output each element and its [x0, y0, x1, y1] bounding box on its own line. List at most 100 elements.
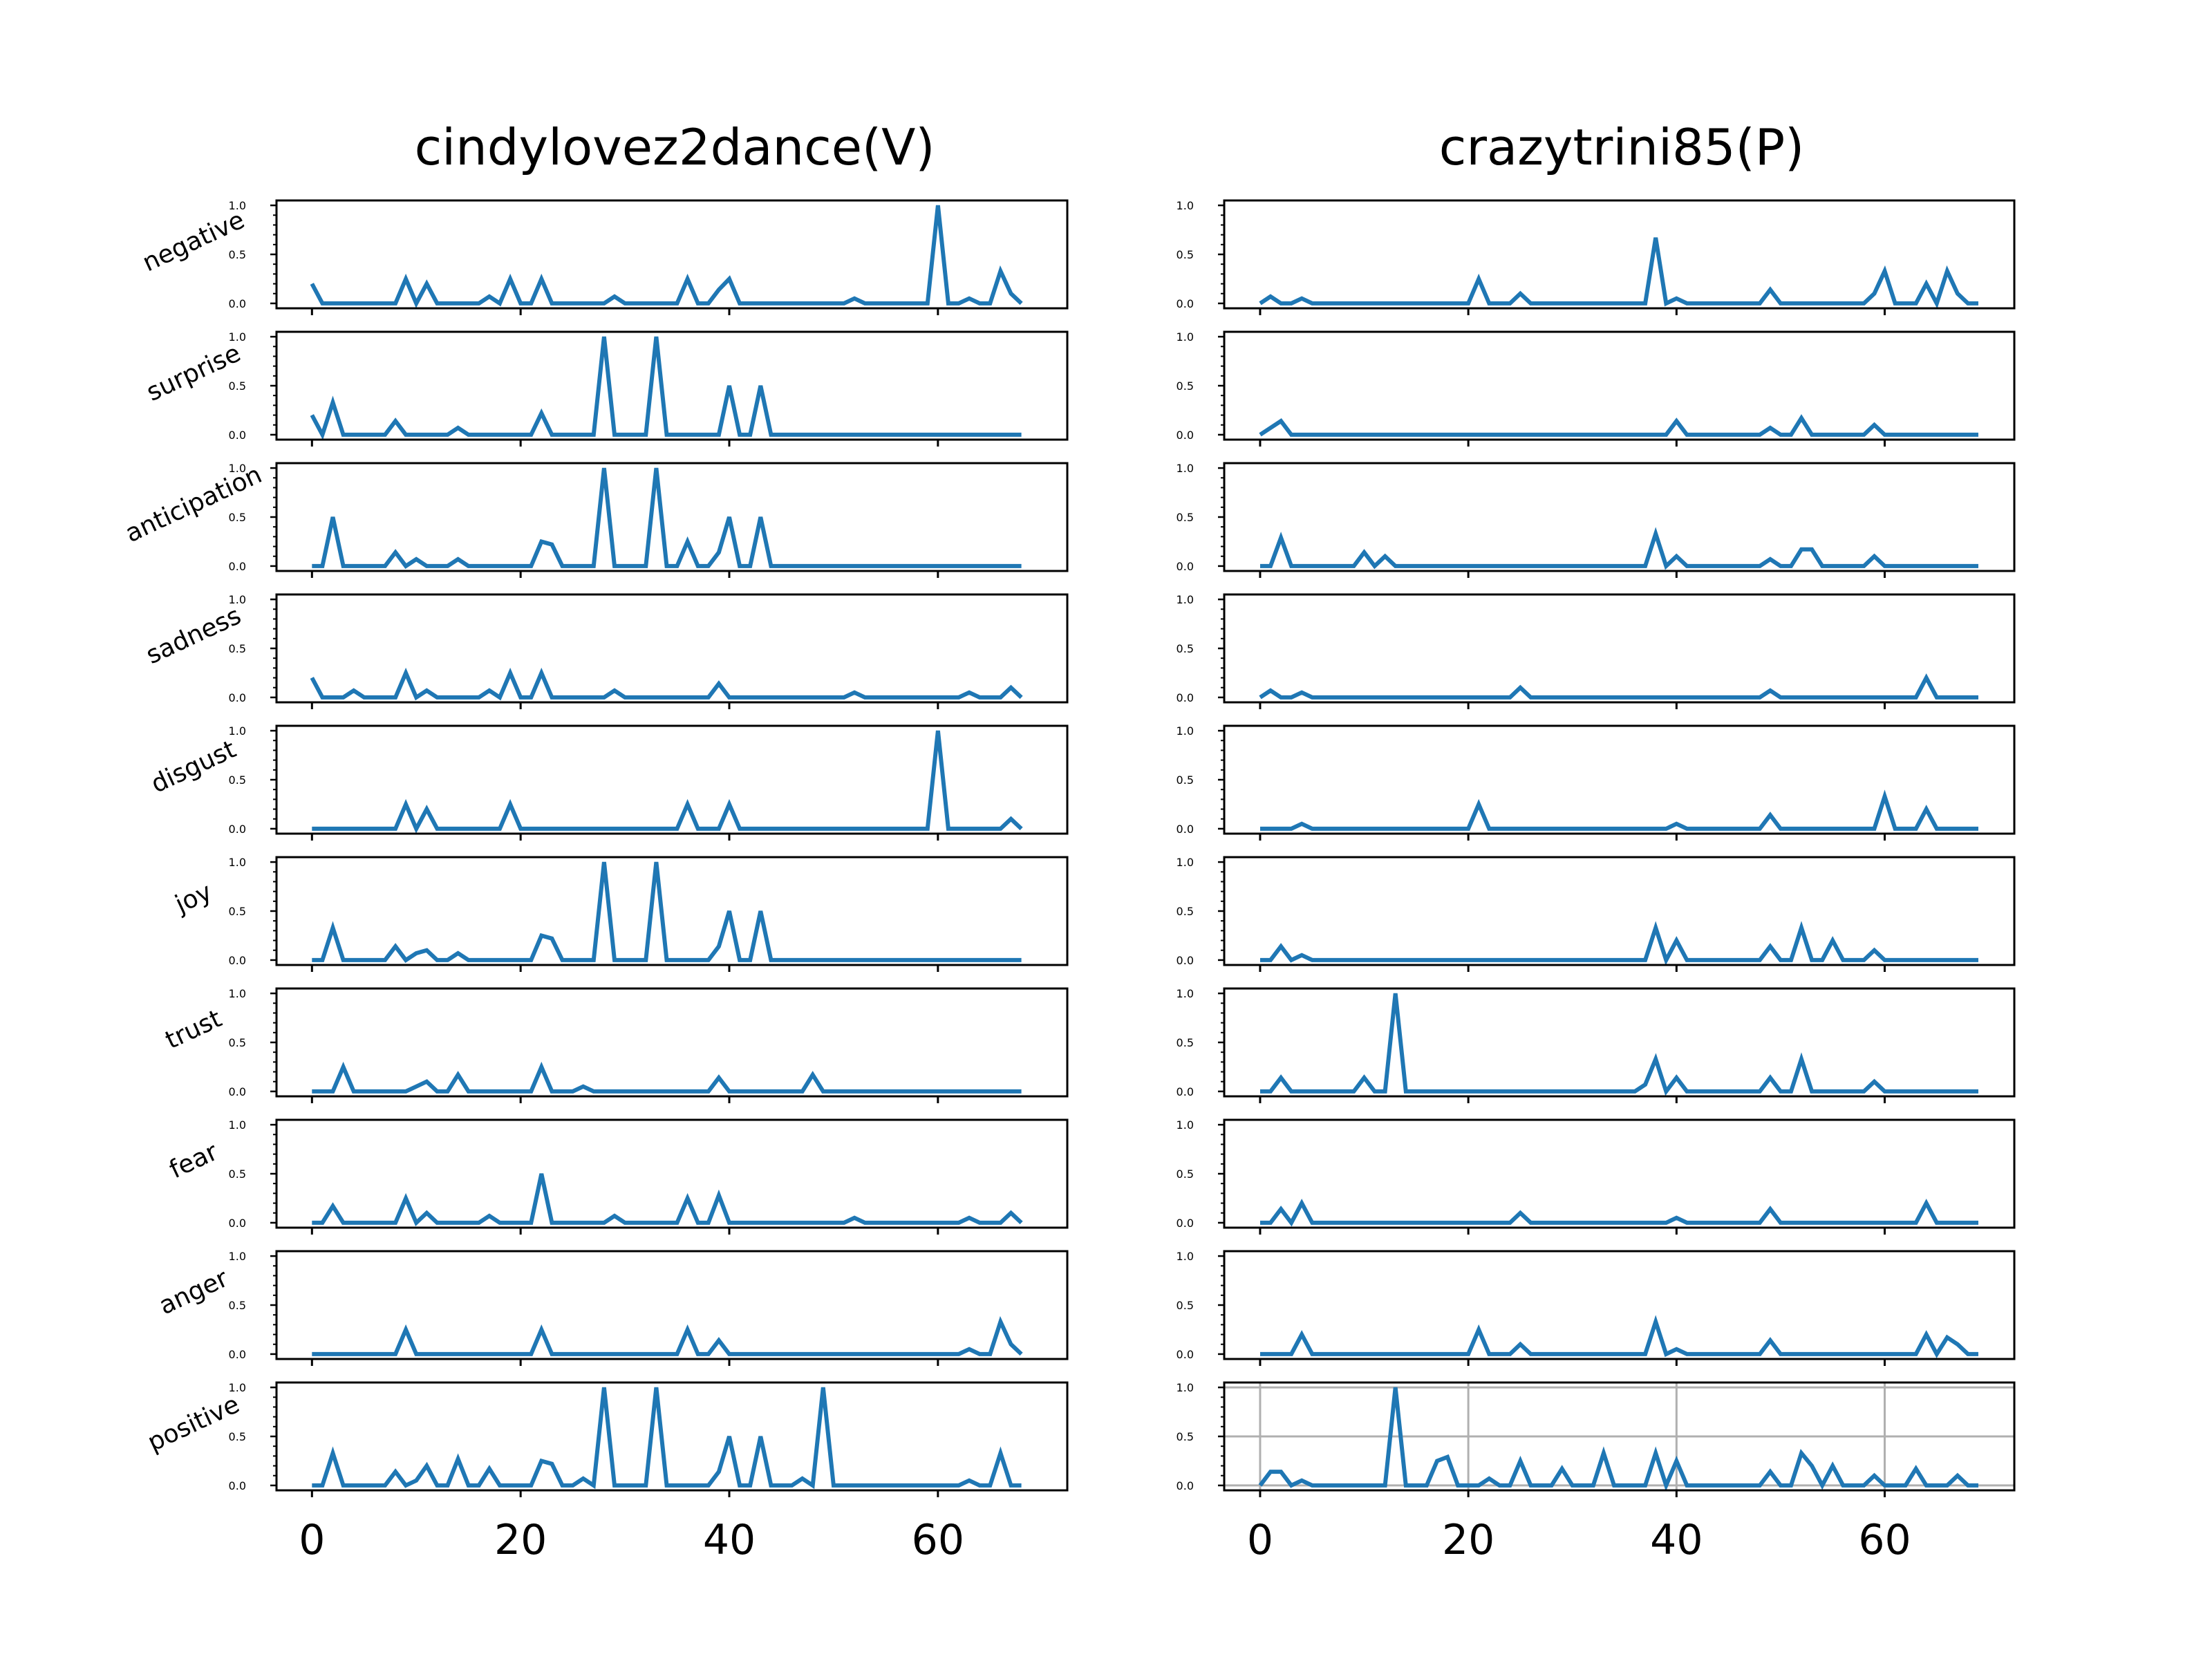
axes-frame [1223, 199, 2016, 310]
row-label-surprise: surprise [142, 339, 245, 406]
y-tick-label: 0.0 [1177, 1217, 1194, 1230]
y-tick-label: 0.5 [1177, 642, 1194, 655]
series-line-anger [1260, 1315, 1978, 1358]
y-tick-label: 1.0 [1177, 724, 1194, 738]
y-tick-label: 1.0 [229, 199, 246, 212]
series-line-trust [1260, 993, 1978, 1096]
y-tick-label: 1.0 [229, 1250, 246, 1263]
axes-frame [1223, 856, 2016, 966]
row-label-joy: joy [170, 878, 216, 919]
row-label-positive: positive [143, 1390, 243, 1457]
y-tick-label: 0.0 [229, 429, 246, 442]
y-tick-label: 1.0 [1177, 856, 1194, 869]
y-tick-label: 0.5 [1177, 248, 1194, 261]
y-tick-label: 1.0 [1177, 1118, 1194, 1132]
series-line-negative [310, 205, 1023, 308]
series-line-disgust [312, 730, 1023, 834]
subplot-left-fear: 0.0 0.5 1.0 fear [165, 1118, 1069, 1235]
subplot-right-negative: 0.0 0.5 1.0 [1177, 199, 2016, 315]
axes-frame [1223, 1118, 2016, 1229]
y-tick-label: 0.0 [229, 1217, 246, 1230]
series-line-fear [312, 1173, 1023, 1227]
y-tick-label: 0.5 [229, 248, 246, 261]
y-tick-label: 1.0 [1177, 593, 1194, 606]
y-tick-label: 0.5 [1177, 1036, 1194, 1049]
series-line-joy [1260, 921, 1978, 966]
x-tick-label: 20 [494, 1516, 547, 1564]
x-tick-label: 60 [912, 1516, 964, 1564]
y-tick-label: 0.5 [1177, 379, 1194, 393]
subplot-right-joy: 0.0 0.5 1.0 [1177, 856, 2016, 972]
y-tick-label: 0.0 [229, 823, 246, 836]
row-label-disgust: disgust [147, 735, 240, 798]
subplot-right-trust: 0.0 0.5 1.0 [1177, 987, 2016, 1103]
y-tick-label: 1.0 [1177, 1381, 1194, 1394]
subplot-right-sadness: 0.0 0.5 1.0 [1177, 593, 2016, 709]
series-line-joy [312, 861, 1022, 963]
y-tick-label: 1.0 [229, 330, 246, 344]
y-tick-label: 0.5 [1177, 774, 1194, 787]
y-tick-label: 0.5 [1177, 1168, 1194, 1181]
subplot-right-anticipation: 0.0 0.5 1.0 [1177, 462, 2016, 578]
y-tick-label: 0.5 [229, 1430, 246, 1443]
y-tick-label: 0.5 [1177, 905, 1194, 918]
axes-frame [1223, 330, 2016, 441]
y-tick-label: 1.0 [1177, 987, 1194, 1000]
y-tick-label: 1.0 [229, 462, 246, 475]
y-tick-label: 0.0 [1177, 823, 1194, 836]
series-line-fear [1260, 1199, 1978, 1227]
series-line-positive [312, 1387, 1022, 1490]
subplot-grid: 0.00.51.0negative0.00.51.0surprise0.00.5… [121, 199, 2016, 1564]
axes-frame [1223, 987, 2016, 1098]
axes-frame [275, 1118, 1069, 1229]
series-line-sadness [1259, 673, 1978, 700]
y-tick-label: 0.5 [1177, 1430, 1194, 1443]
row-label-anticipation: anticipation [121, 460, 266, 548]
y-tick-label: 0.0 [1177, 1085, 1194, 1098]
y-tick-label: 1.0 [229, 1381, 246, 1394]
y-tick-label: 0.5 [229, 642, 246, 655]
series-line-surprise [310, 336, 1022, 440]
y-tick-label: 0.0 [229, 1348, 246, 1361]
axes-frame [275, 1250, 1069, 1360]
y-tick-label: 1.0 [1177, 1250, 1194, 1263]
y-tick-label: 0.0 [229, 1479, 246, 1492]
series-line-positive [1258, 1387, 1978, 1492]
y-tick-label: 0.5 [229, 1168, 246, 1181]
y-tick-label: 0.0 [229, 1085, 246, 1098]
row-label-trust: trust [161, 1004, 226, 1055]
y-tick-label: 0.0 [229, 560, 246, 573]
y-tick-label: 1.0 [229, 1118, 246, 1132]
subplot-left-joy: 0.0 0.5 1.0 joy [170, 856, 1069, 972]
x-tick-label: 60 [1858, 1516, 1911, 1564]
y-tick-label: 0.0 [1177, 691, 1194, 704]
y-tick-label: 0.0 [1177, 429, 1194, 442]
y-tick-label: 0.0 [1177, 954, 1194, 967]
subplot-right-disgust: 0.0 0.5 1.0 [1177, 724, 2016, 841]
y-tick-label: 0.0 [229, 954, 246, 967]
y-tick-label: 0.0 [1177, 297, 1194, 310]
y-tick-label: 1.0 [1177, 199, 1194, 212]
y-tick-label: 1.0 [229, 593, 246, 606]
subplot-right-anger: 0.0 0.5 1.0 [1177, 1250, 2016, 1366]
row-label-fear: fear [165, 1138, 222, 1185]
axes-frame [1223, 462, 2016, 572]
y-tick-label: 0.5 [229, 905, 246, 918]
x-tick-label: 0 [299, 1516, 325, 1564]
y-tick-label: 1.0 [229, 724, 246, 738]
series-line-anticipation [1260, 527, 1978, 570]
axes-frame [1223, 724, 2016, 835]
x-tick-label: 0 [1247, 1516, 1273, 1564]
y-tick-label: 0.5 [229, 1299, 246, 1312]
x-tick-label: 20 [1442, 1516, 1494, 1564]
y-tick-label: 0.0 [1177, 1348, 1194, 1361]
series-line-sadness [310, 667, 1023, 701]
y-tick-label: 0.5 [229, 774, 246, 787]
y-tick-label: 0.0 [229, 691, 246, 704]
series-line-negative [1259, 237, 1978, 309]
